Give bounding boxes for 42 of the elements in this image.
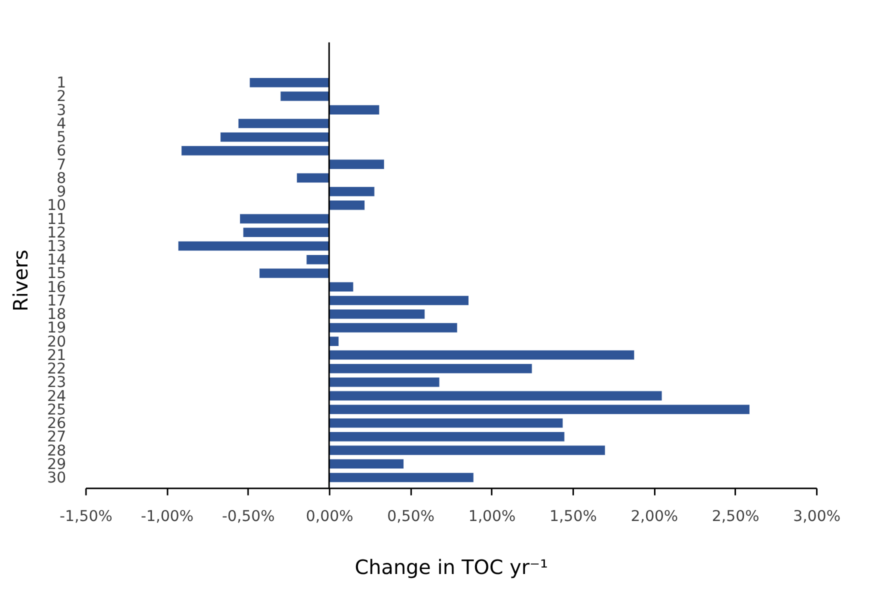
- bar: [178, 240, 330, 252]
- x-tick-label: 0,50%: [387, 507, 434, 526]
- bar: [328, 104, 380, 115]
- x-tick-label: 3,00%: [793, 507, 840, 526]
- bar: [328, 200, 366, 210]
- bar: [242, 227, 330, 238]
- bar: [306, 254, 330, 265]
- x-tick-label: 2,00%: [630, 507, 678, 526]
- bar: [296, 172, 330, 184]
- bar: [328, 418, 564, 428]
- bar: [240, 214, 330, 224]
- x-tick-label: -1,50%: [60, 507, 112, 526]
- bar: [328, 458, 404, 470]
- bar: [259, 268, 330, 278]
- x-tick-label: -0,50%: [222, 507, 275, 526]
- bar: [328, 404, 750, 415]
- bar: [328, 445, 606, 456]
- y-axis-title: Rivers: [9, 250, 32, 312]
- bar: [328, 186, 375, 197]
- x-tick-label: 1,50%: [550, 507, 597, 526]
- bar: [328, 377, 440, 388]
- bar: [328, 282, 354, 292]
- bar: [181, 146, 330, 156]
- bar: [238, 118, 330, 129]
- bar: [328, 295, 470, 306]
- bar: [328, 432, 565, 442]
- bar: [249, 77, 330, 88]
- bar: [328, 159, 385, 170]
- bar: [328, 363, 532, 374]
- bar: [328, 336, 340, 346]
- x-axis-title: Change in TOC yr⁻¹: [354, 556, 548, 579]
- x-tick-label: 2,50%: [712, 507, 760, 526]
- bar: [328, 322, 458, 333]
- x-tick-label: -1,00%: [140, 507, 194, 526]
- x-tick-label: 1,00%: [468, 507, 516, 526]
- bar: [328, 390, 662, 401]
- bar: [328, 308, 426, 320]
- bar: [328, 472, 474, 483]
- bar: [328, 350, 635, 360]
- bar: [220, 132, 330, 142]
- bar: [280, 91, 330, 102]
- x-tick-label: 0,00%: [306, 507, 354, 526]
